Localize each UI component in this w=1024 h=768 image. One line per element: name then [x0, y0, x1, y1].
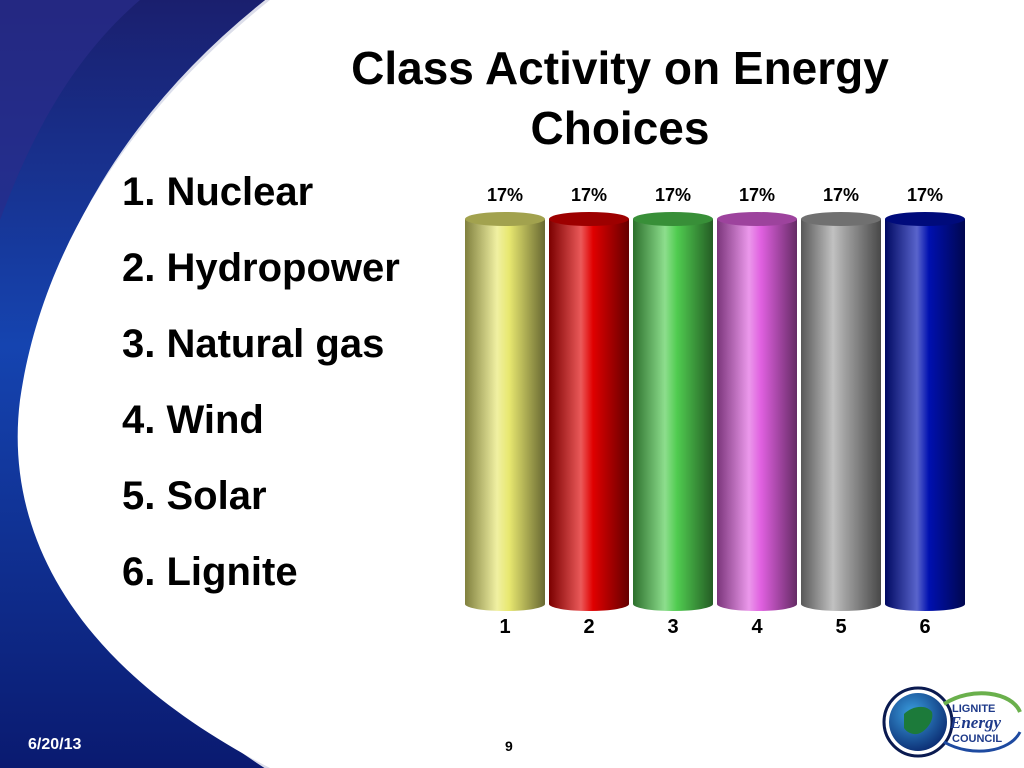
- bar-4: [717, 219, 797, 611]
- data-label-2: 17%: [571, 185, 607, 205]
- x-tick-label-2: 2: [583, 616, 594, 638]
- bar-top-4: [717, 212, 797, 226]
- option-hydropower: 2. Hydropower: [122, 246, 400, 290]
- svg-text:LIGNITE: LIGNITE: [952, 703, 995, 715]
- option-nuclear: 1. Nuclear: [122, 170, 314, 214]
- x-tick-label-6: 6: [919, 616, 930, 638]
- option-wind: 4. Wind: [122, 398, 264, 442]
- data-label-3: 17%: [655, 185, 691, 205]
- data-label-5: 17%: [823, 185, 859, 205]
- bar-top-6: [885, 212, 965, 226]
- slide-title: Class Activity on Energy Choices: [351, 42, 889, 154]
- svg-text:Energy: Energy: [949, 713, 1001, 732]
- data-label-1: 17%: [487, 185, 523, 205]
- option-natural-gas: 3. Natural gas: [122, 322, 385, 366]
- page-number: 9: [505, 738, 513, 754]
- x-tick-label-5: 5: [835, 616, 846, 638]
- bar-5: [801, 219, 881, 611]
- option-lignite: 6. Lignite: [122, 550, 298, 594]
- bar-top-5: [801, 212, 881, 226]
- answer-options-list: 1. Nuclear 2. Hydropower 3. Natural gas …: [122, 172, 400, 628]
- blue-swoosh: [0, 0, 270, 768]
- bar-top-3: [633, 212, 713, 226]
- slide-date: 6/20/13: [28, 736, 82, 753]
- lignite-energy-council-logo: LIGNITE Energy COUNCIL: [882, 686, 1022, 758]
- bar-2: [549, 219, 629, 611]
- x-tick-label-1: 1: [499, 616, 510, 638]
- bar-top-1: [465, 212, 545, 226]
- bar-6: [885, 219, 965, 611]
- bar-top-2: [549, 212, 629, 226]
- svg-text:COUNCIL: COUNCIL: [952, 733, 1002, 745]
- data-label-6: 17%: [907, 185, 943, 205]
- x-tick-label-3: 3: [667, 616, 678, 638]
- x-tick-label-4: 4: [751, 616, 763, 638]
- option-solar: 5. Solar: [122, 474, 267, 518]
- bar-3: [633, 219, 713, 611]
- data-label-4: 17%: [739, 185, 775, 205]
- bar-1: [465, 219, 545, 611]
